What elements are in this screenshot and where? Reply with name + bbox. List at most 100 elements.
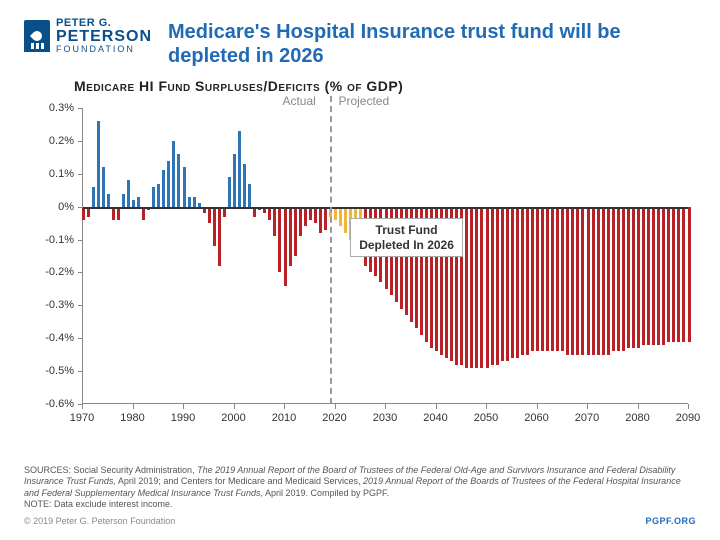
bar [289,207,292,266]
bar [576,207,579,355]
bar [475,207,478,368]
bar [486,207,489,368]
x-tick-label: 2040 [423,412,447,424]
y-tick-label: -0.2% [45,266,74,278]
bar [581,207,584,355]
bar [132,200,135,207]
bar [592,207,595,355]
y-tick-label: -0.3% [45,299,74,311]
plot-area: ActualProjectedTrust FundDepleted In 202… [82,108,688,404]
bar [667,207,670,342]
bar [324,207,327,230]
x-tick-label: 1980 [120,412,144,424]
bar [556,207,559,352]
bar [243,164,246,207]
bar [652,207,655,345]
bar [657,207,660,345]
bar [587,207,590,355]
bar [617,207,620,352]
logo-text: PETER G. PETERSON FOUNDATION [56,18,152,54]
y-tick-label: 0.3% [49,102,74,114]
sources-text: SOURCES: Social Security Administration,… [24,465,696,510]
logo: PETER G. PETERSON FOUNDATION [24,18,152,54]
logo-torch-icon [24,20,50,52]
bar [238,131,241,207]
bar [612,207,615,352]
bar [546,207,549,352]
bar [248,184,251,207]
x-tick-label: 2020 [322,412,346,424]
copyright-text: © 2019 Peter G. Peterson Foundation [24,516,175,526]
depletion-annotation: Trust FundDepleted In 2026 [350,218,463,257]
logo-line2: PETERSON [56,29,152,45]
bar [551,207,554,352]
infographic-page: PETER G. PETERSON FOUNDATION Medicare's … [0,0,720,540]
header: PETER G. PETERSON FOUNDATION Medicare's … [24,18,696,68]
bar [278,207,281,273]
bar [284,207,287,286]
bar [536,207,539,352]
bar [339,207,342,227]
bar [167,161,170,207]
bar [516,207,519,358]
bar [597,207,600,355]
bar [127,180,130,206]
bar [97,121,100,207]
bar [465,207,468,368]
bar [501,207,504,362]
x-tick-label: 2090 [676,412,700,424]
bar [521,207,524,355]
bar [183,167,186,206]
copyright-row: © 2019 Peter G. Peterson Foundation PGPF… [24,516,696,526]
x-tick-label: 2060 [524,412,548,424]
actual-label: Actual [282,94,315,108]
bar [491,207,494,365]
bar [642,207,645,345]
src-seg3: April 2019. Compiled by PGPF. [263,488,389,498]
chart-subtitle: Medicare HI Fund Surpluses/Deficits (% o… [74,78,696,94]
bar [531,207,534,352]
bar [672,207,675,342]
y-tick-label: -0.6% [45,398,74,410]
bar [677,207,680,342]
x-tick-label: 2030 [373,412,397,424]
bar [571,207,574,355]
bar [92,187,95,207]
x-tick-label: 2000 [221,412,245,424]
bar [470,207,473,368]
bar [662,207,665,345]
x-tick-label: 2080 [625,412,649,424]
bar [506,207,509,362]
bar [299,207,302,237]
bar [177,154,180,207]
bar [233,154,236,207]
x-tick-label: 2050 [474,412,498,424]
bar [162,170,165,206]
bar [637,207,640,348]
y-tick-label: 0.2% [49,135,74,147]
sources-label: SOURCES: [24,465,74,475]
chart: 0.3%0.2%0.1%0%-0.1%-0.2%-0.3%-0.4%-0.5%-… [30,98,690,428]
bar [314,207,317,223]
footer: SOURCES: Social Security Administration,… [24,465,696,526]
y-tick-label: -0.4% [45,332,74,344]
y-tick-label: -0.1% [45,234,74,246]
bar [319,207,322,233]
bar [228,177,231,207]
bar [107,194,110,207]
bar [526,207,529,355]
bar [607,207,610,355]
bar [566,207,569,355]
bar [137,197,140,207]
note-text: NOTE: Data exclude interest income. [24,499,173,509]
zero-line [83,207,688,209]
bar [213,207,216,246]
bar [480,207,483,368]
logo-line3: FOUNDATION [56,45,152,54]
y-tick-label: 0.1% [49,168,74,180]
y-axis: 0.3%0.2%0.1%0%-0.1%-0.2%-0.3%-0.4%-0.5%-… [30,108,78,404]
x-tick-label: 1970 [70,412,94,424]
site-link[interactable]: PGPF.ORG [645,516,696,526]
y-tick-label: 0% [58,201,74,213]
bar [273,207,276,237]
